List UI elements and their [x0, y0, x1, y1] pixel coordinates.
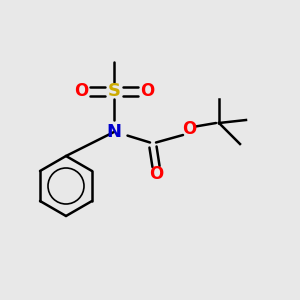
- Text: O: O: [149, 165, 163, 183]
- Text: S: S: [107, 82, 121, 100]
- Text: O: O: [182, 120, 196, 138]
- Text: N: N: [106, 123, 122, 141]
- Text: O: O: [74, 82, 88, 100]
- Text: O: O: [140, 82, 154, 100]
